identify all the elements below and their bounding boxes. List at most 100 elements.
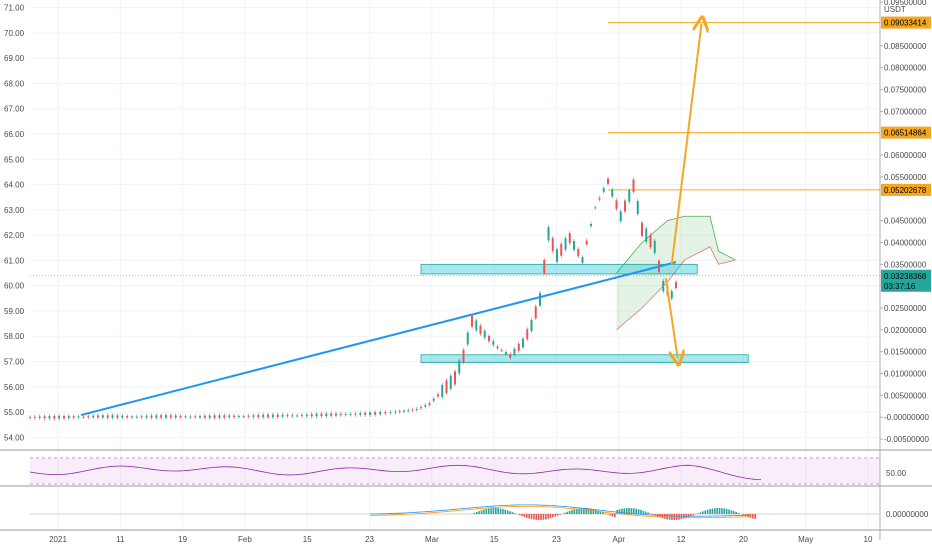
right-axis-tick: 0.09500000	[884, 0, 927, 7]
right-axis-tick: 0.04000000	[884, 238, 927, 247]
rsi-value-label: 50.00	[886, 469, 907, 478]
x-axis-tick: 2021	[49, 535, 67, 544]
candle	[411, 409, 414, 411]
candle	[526, 329, 529, 340]
candle	[344, 414, 347, 416]
candle	[203, 415, 206, 418]
macd-bar	[575, 508, 578, 514]
price-badge-label: 0.05202678	[884, 186, 927, 195]
candle	[530, 319, 533, 331]
candle	[339, 413, 342, 416]
x-axis-tick: 12	[677, 535, 686, 544]
right-axis-tick: 0.03500000	[884, 260, 927, 269]
candle	[325, 413, 328, 417]
candle	[174, 415, 177, 418]
candle	[441, 384, 444, 398]
x-axis-tick: May	[798, 535, 813, 544]
macd-bar	[647, 512, 649, 514]
candle	[257, 415, 260, 418]
candle	[547, 227, 550, 241]
candle	[116, 415, 119, 418]
candle	[169, 415, 172, 418]
macd-bar	[514, 513, 516, 514]
candle	[607, 178, 609, 184]
macd-bar	[504, 509, 507, 514]
macd-bar	[704, 510, 707, 514]
macd-bar	[518, 514, 521, 516]
trendline	[80, 261, 677, 417]
macd-bar	[523, 514, 526, 518]
macd-bar	[549, 514, 552, 519]
candle	[140, 416, 143, 418]
right-axis-tick: 0.01000000	[884, 370, 927, 379]
macd-bar	[625, 508, 628, 514]
candle	[517, 343, 520, 351]
candle	[641, 222, 643, 236]
x-axis-tick: 15	[303, 535, 312, 544]
candle	[97, 415, 99, 418]
rsi-line	[29, 464, 762, 481]
candle	[573, 241, 575, 250]
candle	[407, 410, 410, 412]
candle	[267, 414, 269, 418]
right-axis-tick: 0.05500000	[884, 173, 927, 182]
x-axis-tick: 23	[365, 535, 374, 544]
macd-bar	[668, 514, 671, 520]
candle	[645, 228, 648, 242]
macd-value-label: 0.00000000	[886, 510, 929, 519]
candle	[670, 291, 673, 299]
candle	[539, 292, 541, 306]
candle	[398, 411, 401, 413]
candle	[199, 416, 201, 418]
macd-bar	[509, 511, 511, 514]
candle	[228, 415, 231, 418]
macd-bar	[635, 508, 638, 514]
macd-bar	[640, 509, 642, 514]
candle	[636, 201, 639, 214]
macd-bar	[497, 508, 499, 514]
macd-bar	[573, 509, 576, 514]
candle	[505, 352, 507, 355]
macd-bar	[666, 514, 668, 520]
candle	[349, 414, 352, 416]
macd-bar	[661, 514, 664, 519]
current-price-badge	[881, 269, 931, 292]
macd-bar	[556, 514, 559, 516]
candle	[585, 240, 588, 245]
candle	[135, 416, 138, 418]
plot-area[interactable]	[29, 23, 880, 421]
left-axis-tick: 69.00	[4, 54, 25, 63]
macd-bar	[611, 514, 614, 517]
current-price-label: 0.03238368	[884, 272, 927, 281]
macd-bar	[621, 508, 623, 514]
macd-bar	[585, 508, 588, 514]
candle	[194, 416, 197, 418]
candle	[369, 412, 371, 415]
left-axis-tick: 54.00	[4, 433, 25, 442]
macd-bar	[618, 509, 621, 514]
x-axis-tick: 19	[178, 535, 187, 544]
candle	[551, 238, 554, 252]
x-axis-tick: 20	[739, 535, 748, 544]
macd-bar	[480, 510, 483, 514]
candle	[262, 414, 265, 418]
macd-bar	[702, 511, 704, 514]
macd-signal-line	[369, 505, 751, 519]
macd-bar	[511, 512, 514, 514]
left-axis-tick: 62.00	[4, 231, 25, 240]
candle	[513, 348, 516, 355]
candle	[252, 415, 255, 417]
candle	[77, 416, 80, 418]
candle	[458, 360, 461, 374]
macd-bar	[483, 509, 485, 514]
candle	[131, 416, 133, 418]
macd-bar	[478, 511, 480, 514]
candle	[445, 380, 448, 393]
candle	[471, 315, 473, 327]
candle	[432, 398, 435, 401]
candle	[296, 415, 299, 417]
candle	[213, 415, 216, 418]
macd-bar	[535, 514, 538, 520]
macd-bar	[713, 508, 716, 514]
